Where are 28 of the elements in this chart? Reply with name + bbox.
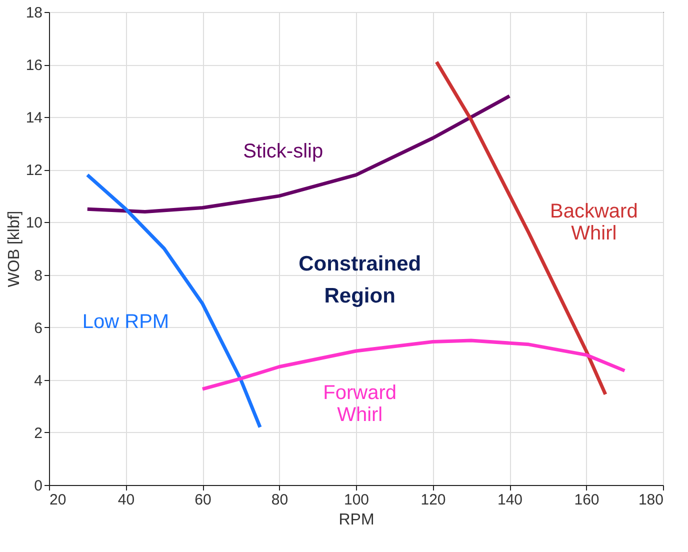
line-series <box>86 173 262 429</box>
y-tick-label: 16 <box>26 57 42 74</box>
series-label: Low RPM <box>82 311 170 334</box>
series-label: Backward Whirl <box>550 200 638 245</box>
series-label: Stick-slip <box>243 140 324 162</box>
y-tick-label: 2 <box>34 424 42 442</box>
y-tick-label: 8 <box>34 267 42 284</box>
x-tick-label: 40 <box>118 492 135 508</box>
x-tick-label: 100 <box>344 492 370 508</box>
x-axis-title: RPM <box>338 512 374 528</box>
y-tick-label: 6 <box>34 320 42 337</box>
x-tick-label: 160 <box>574 492 600 508</box>
x-tick-label: 140 <box>497 492 523 508</box>
y-tick-label: 14 <box>26 110 42 127</box>
y-tick-label: 0 <box>34 478 42 494</box>
x-tick-label: 120 <box>420 492 446 508</box>
y-tick-label: 18 <box>26 4 42 22</box>
x-tick-label: 60 <box>194 492 212 508</box>
y-tick-label: 12 <box>26 162 42 180</box>
x-tick-label: 20 <box>50 492 66 508</box>
series-label: Forward Whirl <box>323 382 397 426</box>
y-axis-title: WOB [klbf] <box>6 210 23 288</box>
y-tick-label: 10 <box>26 214 42 232</box>
y-tick-label: 4 <box>34 372 42 390</box>
line-series <box>86 94 512 214</box>
annotation: Constrained Region <box>298 252 422 308</box>
x-tick-label: 80 <box>271 492 288 508</box>
x-tick-label: 180 <box>638 492 664 508</box>
